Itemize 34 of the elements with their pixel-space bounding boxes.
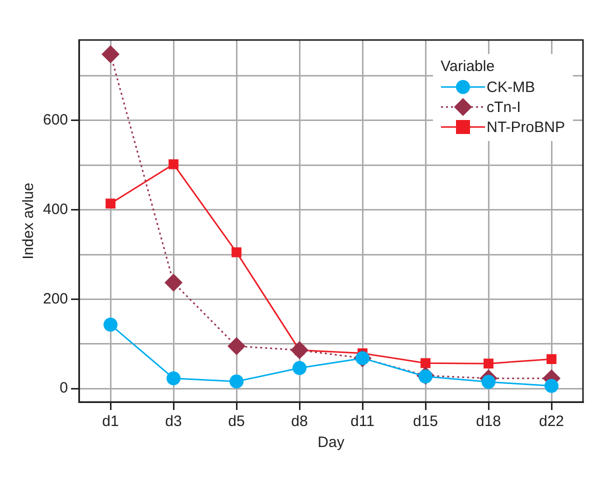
point bbox=[544, 378, 558, 393]
x-tick-label: d3 bbox=[165, 413, 182, 430]
point bbox=[166, 371, 181, 386]
point bbox=[482, 374, 496, 389]
point bbox=[228, 337, 246, 356]
point bbox=[168, 159, 178, 170]
x-tick-label: d5 bbox=[228, 413, 245, 430]
x-tick-label: d15 bbox=[412, 413, 438, 430]
y-axis-title: Index avlue bbox=[20, 182, 38, 260]
x-tick-label: d1 bbox=[102, 413, 119, 430]
point bbox=[102, 45, 120, 64]
y-tick-label: 600 bbox=[42, 112, 68, 129]
x-tick-label: d8 bbox=[291, 413, 308, 430]
x-tick-label: d11 bbox=[350, 413, 374, 430]
point bbox=[106, 198, 116, 209]
legend-label: CK-MB bbox=[486, 78, 535, 96]
legend-label: NT-ProBNP bbox=[486, 118, 565, 136]
legend-label: cTn-I bbox=[486, 98, 521, 116]
point bbox=[164, 274, 183, 292]
point bbox=[232, 247, 242, 258]
point bbox=[420, 358, 430, 368]
y-tick-label: 200 bbox=[42, 290, 68, 308]
legend-title: Variable bbox=[440, 58, 496, 75]
x-axis-title: Day bbox=[318, 434, 345, 452]
x-tick-label: d18 bbox=[476, 413, 502, 430]
point bbox=[230, 374, 244, 388]
x-tick-label: d22 bbox=[538, 413, 564, 430]
y-tick-label: 0 bbox=[60, 380, 68, 397]
point bbox=[546, 354, 556, 364]
point bbox=[292, 361, 307, 376]
point bbox=[290, 341, 309, 360]
y-tick-label: 400 bbox=[42, 200, 68, 218]
point bbox=[104, 318, 118, 332]
point bbox=[484, 358, 494, 369]
